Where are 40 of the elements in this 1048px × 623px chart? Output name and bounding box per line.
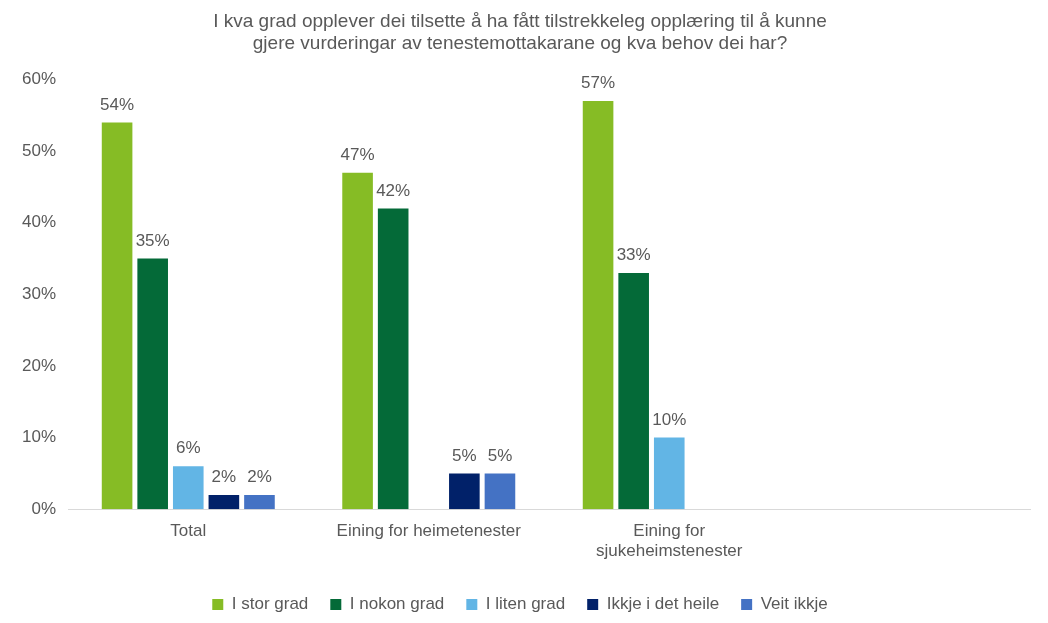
bar bbox=[101, 122, 133, 510]
data-label: 5% bbox=[452, 445, 477, 465]
legend-label: Ikkje i det heile bbox=[606, 594, 720, 614]
legend-label: Veit ikkje bbox=[760, 594, 828, 614]
y-tick-label: 30% bbox=[21, 284, 57, 304]
legend-label: I nokon grad bbox=[349, 594, 445, 614]
data-label: 2% bbox=[247, 467, 272, 487]
data-label: 35% bbox=[135, 230, 170, 250]
legend-label: I stor grad bbox=[231, 594, 309, 614]
bar bbox=[582, 101, 614, 510]
bar bbox=[618, 272, 649, 510]
y-tick-label: 50% bbox=[21, 140, 57, 160]
y-tick-label: 40% bbox=[21, 212, 57, 232]
y-tick-label: 10% bbox=[21, 427, 57, 447]
bar bbox=[244, 494, 275, 510]
x-tick-label: Eining for sjukeheimstenester bbox=[596, 521, 743, 561]
data-label: 54% bbox=[100, 94, 135, 114]
y-tick-label: 60% bbox=[21, 69, 57, 89]
bar bbox=[653, 437, 685, 510]
bar bbox=[342, 172, 373, 510]
bar bbox=[208, 494, 240, 510]
data-label: 33% bbox=[616, 245, 651, 265]
y-tick-label: 0% bbox=[31, 498, 57, 518]
data-label: 47% bbox=[340, 144, 375, 164]
bar bbox=[484, 473, 516, 510]
data-label: 57% bbox=[581, 73, 616, 93]
legend-label: I liten grad bbox=[485, 594, 566, 614]
chart-title: I kva grad opplever dei tilsette å ha fått tilstrekkeleg opplæring til å kunne gjere vurderingar av tenestemottakarane og kva behov dei har? bbox=[213, 9, 827, 54]
bar bbox=[137, 258, 168, 510]
data-label: 42% bbox=[376, 180, 411, 200]
bar bbox=[172, 466, 204, 510]
data-label: 5% bbox=[487, 445, 513, 465]
data-label: 2% bbox=[211, 467, 237, 487]
x-tick-label: Total bbox=[170, 521, 207, 541]
y-tick-label: 20% bbox=[21, 355, 57, 375]
data-label: 10% bbox=[652, 409, 687, 429]
data-label: 6% bbox=[175, 438, 201, 458]
bar bbox=[377, 208, 409, 510]
x-tick-label: Eining for heimetenester bbox=[336, 521, 522, 541]
bar bbox=[449, 473, 480, 510]
